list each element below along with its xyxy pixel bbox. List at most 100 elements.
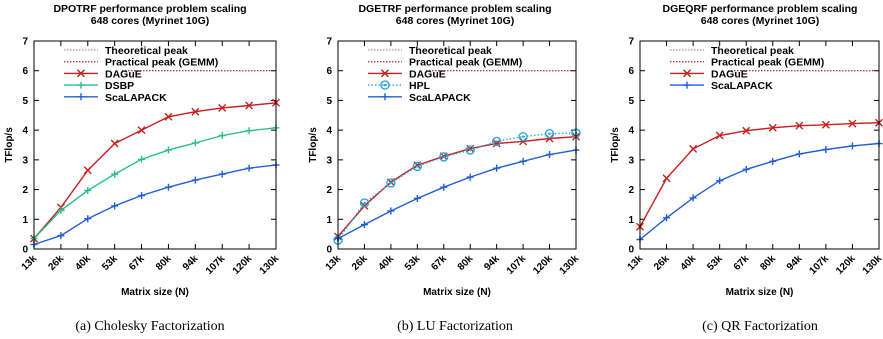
x-tick-label: 26k <box>350 253 370 273</box>
legend-marker <box>77 81 85 89</box>
data-point-scalapack <box>663 214 671 222</box>
x-tick-label: 53k <box>100 253 120 273</box>
y-tick-label: 2 <box>22 185 28 196</box>
data-point-dsbp <box>57 206 65 214</box>
legend-label: DAGuE <box>105 68 142 80</box>
y-tick-label: 1 <box>326 215 332 226</box>
y-tick-label: 4 <box>22 126 28 137</box>
data-point-dsbp <box>245 127 253 135</box>
data-point-hpl-dot <box>363 201 366 205</box>
x-tick-label: 13k <box>626 253 646 273</box>
y-tick-label: 2 <box>326 185 332 196</box>
data-point-dague <box>245 101 254 110</box>
data-point-scalapack <box>466 173 474 181</box>
y-tick-label: 3 <box>326 155 332 166</box>
data-point-dague <box>218 103 227 112</box>
data-point-hpl-dot <box>495 140 498 143</box>
x-tick-label: 26k <box>46 253 66 273</box>
x-tick-label: 94k <box>482 253 502 273</box>
data-point-scalapack <box>546 151 554 159</box>
legend-marker <box>683 81 691 89</box>
x-tick-label: 94k <box>785 253 805 273</box>
data-point-dsbp <box>218 131 226 139</box>
y-tick-label: 0 <box>326 245 332 256</box>
y-tick-label: 7 <box>22 37 28 48</box>
legend-marker <box>77 93 85 101</box>
data-point-hpl <box>439 152 449 162</box>
data-point-scalapack <box>57 232 65 240</box>
data-point-dsbp <box>138 155 146 163</box>
data-point-scalapack <box>822 145 830 153</box>
x-tick-label: 40k <box>376 253 396 273</box>
legend-label: HPL <box>409 80 431 92</box>
data-point-dsbp <box>164 146 172 154</box>
y-tick-label: 6 <box>628 66 634 77</box>
y-tick-label: 6 <box>326 66 332 77</box>
data-point-scalapack <box>138 192 146 200</box>
y-axis-label: TFlop/s <box>308 127 319 163</box>
legend-marker <box>381 69 389 78</box>
y-tick-label: 2 <box>628 185 634 196</box>
x-axis-label: Matrix size (N) <box>121 287 189 298</box>
legend-label: Theoretical peak <box>105 45 188 57</box>
data-point-scalapack <box>795 150 803 158</box>
legend-label: Practical peak (GEMM) <box>711 57 824 69</box>
series-line-dague <box>337 136 577 237</box>
data-point-scalapack <box>716 177 724 185</box>
figure-caption: (c) QR Factorization <box>702 319 818 334</box>
data-point-hpl-dot <box>469 148 472 152</box>
data-point-scalapack <box>387 207 395 215</box>
x-tick-label: 67k <box>429 253 449 273</box>
data-point-scalapack <box>191 176 199 184</box>
x-axis-label: Matrix size (N) <box>726 287 794 298</box>
y-tick-label: 1 <box>22 215 28 226</box>
data-point-scalapack <box>689 194 697 202</box>
legend-label: DAGuE <box>711 68 748 80</box>
legend-marker <box>683 69 691 78</box>
chart-title: DGETRF performance problem scaling <box>358 3 551 15</box>
chart-title: DPOTRF performance problem scaling <box>53 3 246 15</box>
legend-label: Practical peak (GEMM) <box>105 57 218 69</box>
data-point-dsbp <box>191 139 199 147</box>
legend-label: Theoretical peak <box>711 45 794 57</box>
legend-marker <box>381 93 389 101</box>
data-point-hpl <box>359 198 370 208</box>
data-point-dague <box>83 166 92 175</box>
x-tick-label: 53k <box>403 253 423 273</box>
series-line-scalapack <box>337 149 577 240</box>
y-tick-label: 5 <box>326 96 332 107</box>
legend-marker <box>77 69 85 78</box>
y-tick-label: 7 <box>326 37 332 48</box>
series-line-dague <box>33 102 277 240</box>
plot-frame <box>639 40 880 250</box>
data-point-hpl <box>491 136 502 147</box>
chart-subtitle: 648 cores (Myrinet 10G) <box>701 15 819 27</box>
x-tick-label: 80k <box>154 253 174 273</box>
data-point-scalapack <box>413 194 421 202</box>
data-point-dague <box>492 139 501 148</box>
data-point-hpl <box>518 131 528 142</box>
data-point-dague <box>360 201 369 210</box>
data-point-hpl-dot <box>548 132 551 135</box>
data-point-scalapack <box>742 165 750 173</box>
y-tick-label: 3 <box>22 155 28 166</box>
data-point-scalapack <box>84 215 92 223</box>
data-point-dague <box>164 112 173 121</box>
x-tick-label: 107k <box>807 253 831 277</box>
data-point-hpl-dot <box>442 155 445 159</box>
legend-label: Practical peak (GEMM) <box>409 57 522 69</box>
y-tick-label: 6 <box>22 66 28 77</box>
chart-subtitle: 648 cores (Myrinet 10G) <box>91 15 209 27</box>
y-tick-label: 5 <box>22 96 28 107</box>
series-line-scalapack <box>33 164 277 246</box>
data-point-dague <box>715 131 724 140</box>
y-axis-label: TFlop/s <box>4 127 15 163</box>
data-point-dague <box>689 144 698 153</box>
x-tick-label: 67k <box>732 253 752 273</box>
x-tick-label: 130k <box>861 253 883 277</box>
x-tick-label: 53k <box>705 253 725 273</box>
y-tick-label: 4 <box>326 126 332 137</box>
legend-marker <box>380 80 390 90</box>
x-axis-label: Matrix size (N) <box>423 287 491 298</box>
